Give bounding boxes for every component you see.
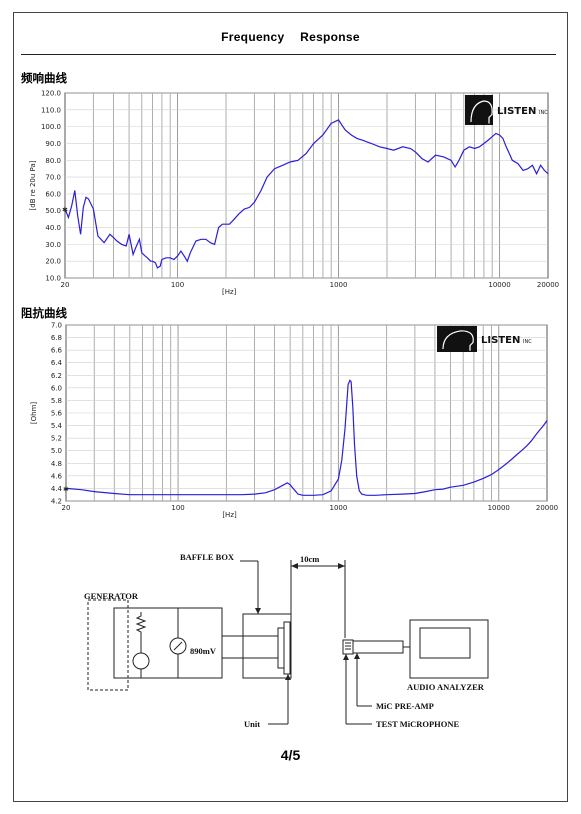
brand-suffix: INC <box>523 339 532 345</box>
ac-source-symbol <box>132 652 150 670</box>
y-tick-label: 40.0 <box>45 224 61 232</box>
y-tick-label: 30.0 <box>45 241 61 249</box>
x-tick-label: 20000 <box>537 281 559 289</box>
y-tick-label: 50.0 <box>45 207 61 215</box>
y-tick-label: 5.6 <box>51 410 63 418</box>
resistor-symbol <box>135 612 147 644</box>
brand-name: LISTEN <box>497 106 536 117</box>
y-tick-label: 5.4 <box>51 422 63 430</box>
y-tick-label: 5.8 <box>51 397 62 405</box>
x-tick-label: 10000 <box>488 504 510 512</box>
brand-suffix: INC <box>539 110 548 116</box>
generator-box <box>87 599 129 691</box>
y-tick-label: 110.0 <box>41 106 61 114</box>
x-tick-label: 1000 <box>329 504 347 512</box>
y-tick-label: 60.0 <box>45 190 61 198</box>
y-tick-label: 6.2 <box>51 372 62 380</box>
generator-label: GENERATOR <box>84 591 139 601</box>
preamp-label: MiC PRE-AMP <box>376 701 434 711</box>
y-tick-label: 20.0 <box>45 258 61 266</box>
y-tick-label: 100.0 <box>41 123 61 131</box>
x-tick-label: 10000 <box>488 281 510 289</box>
listen-logo: LISTEN INC <box>465 95 548 125</box>
x-tick-label: 1000 <box>330 281 348 289</box>
y-tick-label: 4.6 <box>51 472 63 480</box>
baffle-box <box>242 613 292 679</box>
y-tick-label: 4.8 <box>51 460 62 468</box>
y-tick-label: 10.0 <box>45 275 61 283</box>
y-tick-label: 6.6 <box>51 347 63 355</box>
circuit-box <box>113 607 223 679</box>
y-tick-label: 120.0 <box>41 90 61 98</box>
brand-name: LISTEN <box>481 335 520 346</box>
microphone-label: TEST MiCROPHONE <box>376 719 460 729</box>
listen-logo: LISTEN INC <box>437 326 532 352</box>
y-tick-label: 6.8 <box>51 334 62 342</box>
test-microphone <box>342 639 354 655</box>
page-title: Frequency Response <box>221 30 360 44</box>
voltage-label: 890mV <box>190 646 217 656</box>
x-tick-label: 20000 <box>536 504 558 512</box>
mic-preamp <box>352 640 404 654</box>
y-tick-label: 6.0 <box>51 384 62 392</box>
y-tick-label: 5.0 <box>51 447 62 455</box>
cursor-marker: ✱ <box>62 206 68 214</box>
analyzer-label: AUDIO ANALYZER <box>407 682 485 692</box>
x-tick-label: 100 <box>171 281 184 289</box>
frequency-chart-title: 频响曲线 <box>21 71 67 85</box>
x-tick-label: 100 <box>171 504 184 512</box>
baffle-label: BAFFLE BOX <box>180 552 235 562</box>
header-divider <box>21 54 556 55</box>
x-tick-label: 20 <box>61 281 70 289</box>
impedance-chart: 7.0 6.8 6.6 6.4 6.2 6.0 5.8 5.6 5.4 5.2 5.0 4.8 4.6 4… <box>30 322 558 519</box>
y-tick-label: 4.2 <box>51 498 62 506</box>
y-axis-label: [dB re 20u Pa] <box>29 160 37 210</box>
y-tick-label: 6.4 <box>51 359 63 367</box>
unit-label: Unit <box>244 719 260 729</box>
y-tick-label: 7.0 <box>51 322 62 330</box>
impedance-chart-title: 阻抗曲线 <box>21 306 67 320</box>
frequency-response-chart: 120.0 110.0 100.0 90.0 80.0 70.0 60.0 50.0 40.0 3… <box>29 90 559 297</box>
distance-label: 10cm <box>300 554 319 564</box>
x-tick-label: 20 <box>62 504 71 512</box>
measurement-setup-diagram: 890mV BAFFLE BOX GENERATOR 10cm AUDIO AN… <box>84 552 489 729</box>
y-tick-label: 70.0 <box>45 174 61 182</box>
x-axis-label: [Hz] <box>222 288 237 296</box>
response-curve <box>65 379 548 496</box>
logo-head-icon <box>465 95 493 125</box>
cursor-marker: ✱ <box>63 485 69 493</box>
analyzer-screen <box>419 627 471 659</box>
y-tick-label: 4.4 <box>51 485 63 493</box>
x-axis-label: [Hz] <box>222 511 237 518</box>
y-tick-label: 80.0 <box>45 157 61 165</box>
page-border <box>13 12 568 802</box>
y-axis-label: [Ohm] <box>30 402 38 424</box>
y-tick-label: 5.2 <box>51 435 62 443</box>
y-tick-label: 90.0 <box>45 140 61 148</box>
page-number: 4/5 <box>280 747 301 763</box>
response-curve <box>64 119 549 269</box>
